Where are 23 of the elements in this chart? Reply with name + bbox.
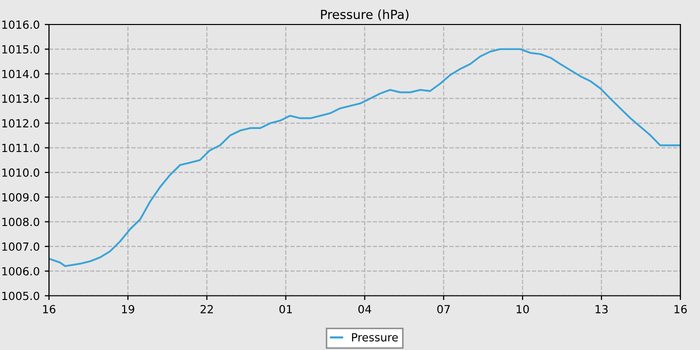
x-tick-label: 19 xyxy=(122,304,134,314)
x-tick-label: 07 xyxy=(437,304,450,314)
y-tick-label: 1012.0 xyxy=(2,119,40,128)
x-tick-label: 16 xyxy=(43,304,56,314)
y-tick-label: 1006.0 xyxy=(2,267,40,276)
x-tick-label: 04 xyxy=(358,304,372,314)
x-tick-label: 01 xyxy=(279,304,292,314)
y-tick-label: 1013.0 xyxy=(2,94,40,103)
y-tick-label: 1014.0 xyxy=(2,70,40,78)
x-tick-label: 22 xyxy=(200,304,213,314)
y-tick-label: 1009.0 xyxy=(2,193,40,202)
x-tick-label: 13 xyxy=(596,304,608,314)
y-tick-label: 1010.0 xyxy=(2,168,40,177)
y-tick-label: 1005.0 xyxy=(2,292,40,300)
chart-title: Pressure (hPa) xyxy=(321,9,408,21)
legend-label: Pressure xyxy=(352,333,398,342)
y-tick-label: 1016.0 xyxy=(2,20,40,29)
y-tick-label: 1015.0 xyxy=(2,45,40,54)
x-tick-label: 16 xyxy=(674,304,687,314)
x-tick-label: 10 xyxy=(516,304,529,314)
y-tick-label: 1007.0 xyxy=(2,242,40,251)
y-tick-label: 1008.0 xyxy=(2,218,40,226)
y-tick-label: 1011.0 xyxy=(2,144,40,152)
